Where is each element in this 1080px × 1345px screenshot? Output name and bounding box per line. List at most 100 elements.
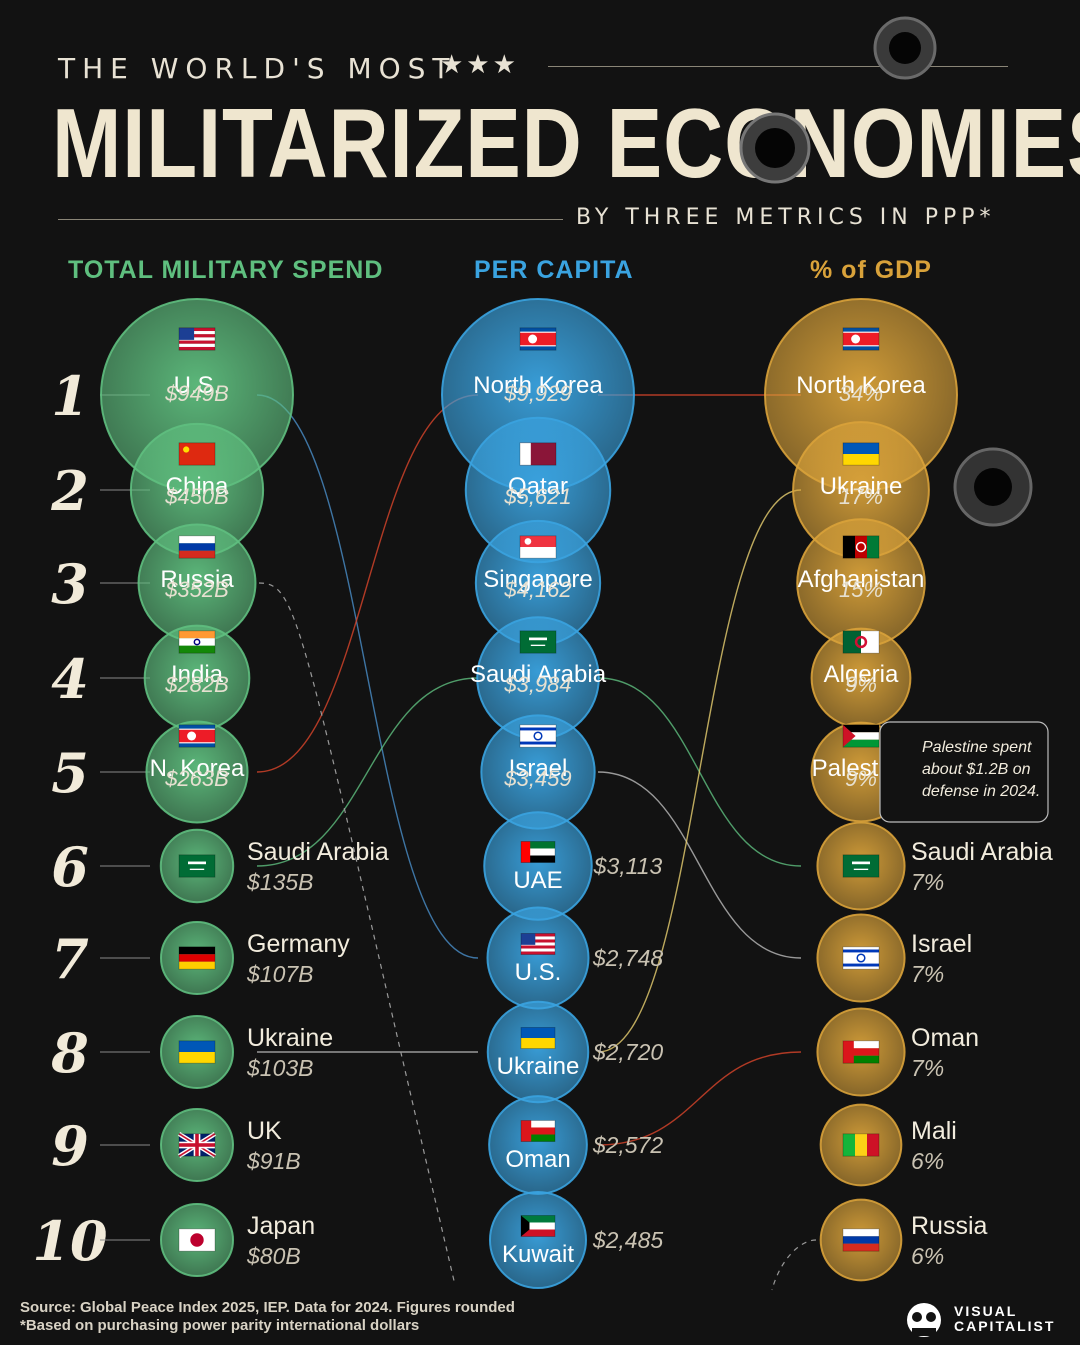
source-note: Source: Global Peace Index 2025, IEP. Da… [20,1299,515,1316]
column-heading-per-capita: PER CAPITA [474,256,634,284]
rank-number: 2 [50,459,89,523]
value-label: 15% [839,577,883,602]
connector-line [597,771,802,959]
value-label: 7% [911,1055,944,1081]
palestine-flag-icon [842,724,880,748]
annotation-line: Palestine spent [922,739,1032,756]
connector-line [771,1239,817,1291]
russia-flag-icon [178,535,216,559]
subtitle: BY THREE METRICS IN PPP* [576,205,996,230]
country-name: Russia [911,1212,988,1240]
value-label: $135B [246,869,314,895]
value-label: $2,485 [592,1227,664,1253]
oman-flag-icon [520,1120,556,1142]
country-name: Ukraine [497,1053,580,1080]
connector-line [597,489,802,1053]
india-flag-icon [178,630,216,654]
connector-line [256,394,479,773]
value-label: 9% [845,766,877,791]
country-name: Qatar [508,473,568,500]
country-name: Russia [160,566,234,593]
israel-flag-icon [842,946,880,970]
rank-number: 10 [32,1209,107,1273]
us-flag-icon [520,933,556,955]
data-bubble [486,906,590,1010]
data-bubble [488,1190,588,1290]
connector-line [597,1051,802,1146]
palestine-annotation: Palestine spent about $1.2B on defense in … [879,721,1049,823]
value-label: $103B [246,1055,314,1081]
country-name: Afghanistan [798,566,925,593]
country-name: India [171,661,224,688]
data-bubble [486,1000,590,1104]
rank-number: 5 [51,741,89,805]
ukraine-flag-icon [520,1027,556,1049]
uk-flag-icon [177,1131,217,1159]
brand-line2: CAPITALIST [954,1318,1056,1334]
north-korea-flag-icon [519,327,557,351]
value-label: $2,572 [592,1132,664,1158]
connector-line [256,394,479,959]
data-bubble [483,811,593,921]
page-title: MILITARIZED ECONOMIES [52,88,1080,198]
value-label: $5,621 [503,484,571,509]
data-bubble [145,720,249,824]
country-name: Mali [911,1117,957,1145]
country-name: Kuwait [502,1241,574,1268]
column-labels-per_capita: North Korea$9,929 Qatar$5,621 Singapore$4,… [470,372,663,1268]
kicker-text: THE WORLD'S MOST [58,52,457,85]
north-korea-flag-icon [178,724,216,748]
rank-number: 6 [51,835,89,899]
column-per_capita [441,298,635,1290]
country-name: U.S. [515,959,562,986]
rank-number: 1 [51,364,89,428]
value-label: $352B [164,577,229,602]
germany-flag-icon [178,946,216,970]
value-label: 34% [839,381,883,406]
country-name: UK [247,1117,282,1145]
country-name: Singapore [483,566,592,593]
country-name: Ukraine [820,473,903,500]
us-flag-icon [178,327,216,351]
oman-flag-icon [842,1040,880,1064]
value-label: $91B [246,1148,301,1174]
top-divider [548,66,1008,67]
star-icons: ★★★ [440,50,519,80]
value-label: $4,162 [503,577,571,602]
annotation-line: defense in 2024. [922,783,1040,800]
column-labels-total_spend: U.S.$949B China$450B Russia$352B India$282B… [150,372,389,1269]
country-name: Algeria [824,661,899,688]
afghanistan-flag-icon [842,535,880,559]
value-label: 6% [911,1148,944,1174]
column-heading-total: TOTAL MILITARY SPEND [68,256,384,284]
mali-flag-icon [842,1133,880,1157]
value-label: 6% [911,1243,944,1269]
country-name: North Korea [473,372,603,399]
value-label: $107B [246,961,314,987]
brand-mark-icon [907,1303,941,1337]
value-label: 7% [911,869,944,895]
value-label: $3,984 [503,672,571,697]
connector-line [258,582,456,1286]
bottom-divider [58,219,563,220]
country-name: North Korea [796,372,926,399]
ukraine-flag-icon [178,1040,216,1064]
ukraine-flag-icon [842,442,880,466]
saudi-arabia-flag-icon [842,854,880,878]
country-name: Germany [247,930,350,958]
country-name: Saudi Arabia [247,838,389,866]
brand-line1: VISUAL [954,1303,1018,1319]
rank-number: 3 [51,552,89,616]
footer: Source: Global Peace Index 2025, IEP. Da… [20,1299,515,1335]
singapore-flag-icon [519,535,557,559]
rank-number: 8 [50,1021,89,1085]
country-name: Saudi Arabia [470,661,607,688]
country-name: Oman [505,1146,570,1173]
country-name: Israel [911,930,972,958]
uae-flag-icon [520,841,556,863]
value-label: $3,459 [503,766,571,791]
column-pct_gdp [764,298,958,1282]
value-label: $3,113 [593,853,663,879]
annotation-line: about $1.2B on [922,761,1031,778]
